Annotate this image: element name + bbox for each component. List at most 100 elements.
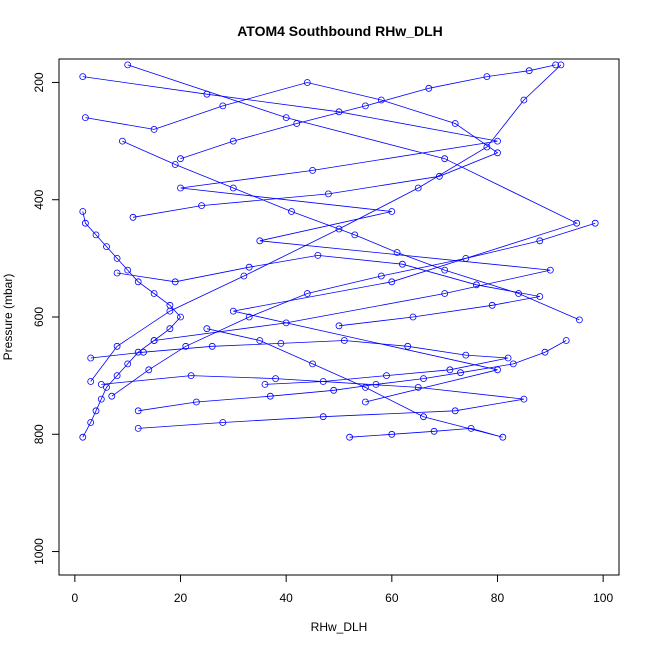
series-line [101, 375, 524, 429]
data-point [219, 419, 227, 426]
data-point [82, 114, 89, 121]
data-point [536, 293, 544, 300]
data-point [351, 231, 359, 239]
data-point [166, 307, 174, 315]
data-point [541, 348, 549, 356]
data-point [113, 372, 121, 380]
y-tick-label: 200 [32, 72, 46, 92]
data-point [451, 407, 459, 415]
series-line [138, 340, 567, 412]
data-point [150, 337, 158, 344]
data-point [420, 375, 427, 383]
series-8 [177, 61, 559, 163]
data-point [441, 290, 449, 297]
data-point [576, 316, 583, 324]
data-point [393, 249, 401, 256]
series-line [90, 64, 562, 382]
data-point [87, 354, 95, 362]
data-point [293, 120, 301, 127]
data-point [240, 272, 248, 280]
data-point [177, 155, 184, 163]
x-tick-label: 60 [385, 591, 399, 605]
data-point [97, 395, 105, 403]
data-point [425, 84, 433, 92]
data-point [124, 61, 132, 69]
data-point [546, 266, 554, 274]
data-point [361, 398, 369, 406]
data-point [383, 372, 390, 380]
series-3 [97, 372, 528, 432]
series-line [90, 340, 509, 385]
data-point [150, 290, 158, 297]
data-point [79, 73, 87, 80]
series-10 [82, 79, 501, 221]
data-point [272, 375, 280, 383]
data-point [192, 398, 200, 406]
data-point [335, 225, 343, 233]
x-tick-label: 40 [279, 591, 293, 605]
series-11 [113, 251, 544, 330]
data-point [288, 208, 295, 215]
data-point [451, 120, 459, 127]
data-point [319, 378, 327, 385]
data-point [324, 190, 332, 198]
data-point [414, 184, 422, 192]
data-point [388, 278, 396, 286]
data-point [113, 254, 121, 262]
series-line [82, 211, 182, 438]
data-point [520, 395, 528, 403]
data-point [562, 337, 570, 344]
data-point [388, 430, 396, 438]
data-point [467, 424, 475, 432]
x-axis: 0 20 40 60 80 100 [72, 574, 613, 605]
data-point [591, 219, 599, 227]
chart-title: ATOM4 Southbound RHw_DLH [237, 23, 443, 39]
data-point [113, 342, 121, 350]
data-point [446, 366, 454, 374]
data-point [457, 369, 464, 377]
data-point [520, 96, 528, 104]
data-point [277, 339, 285, 347]
data-point [82, 219, 89, 227]
data-point [472, 281, 480, 289]
data-point [229, 307, 237, 315]
series-6 [108, 219, 599, 400]
data-point [435, 172, 443, 180]
series-line [111, 222, 596, 397]
series-12 [134, 337, 570, 415]
data-point [150, 125, 158, 133]
data-point [398, 260, 406, 268]
series-9 [87, 337, 512, 388]
data-point [504, 354, 512, 362]
data-point [203, 325, 211, 333]
y-tick-label: 400 [32, 189, 46, 209]
data-point [409, 313, 417, 321]
data-point [245, 313, 253, 321]
data-point [525, 67, 533, 75]
data-point [182, 342, 190, 350]
data-point [124, 266, 132, 274]
y-tick-label: 1000 [32, 538, 46, 565]
data-point [108, 392, 116, 400]
data-point [134, 407, 142, 415]
data-point [256, 237, 264, 245]
x-tick-label: 20 [174, 591, 188, 605]
series-1 [79, 73, 554, 344]
data-point [483, 143, 491, 151]
data-point [573, 219, 581, 227]
data-point [309, 360, 317, 368]
data-point [377, 96, 385, 104]
data-point [208, 342, 216, 350]
data-point [87, 419, 95, 426]
data-point [340, 337, 348, 344]
data-point [261, 380, 269, 388]
data-point [377, 272, 385, 280]
data-point [414, 383, 422, 391]
data-point [187, 372, 195, 380]
data-point [97, 380, 105, 388]
series-2 [124, 61, 581, 406]
data-point [113, 269, 121, 277]
data-point [140, 348, 147, 356]
data-point [124, 360, 132, 368]
data-point [79, 208, 87, 215]
